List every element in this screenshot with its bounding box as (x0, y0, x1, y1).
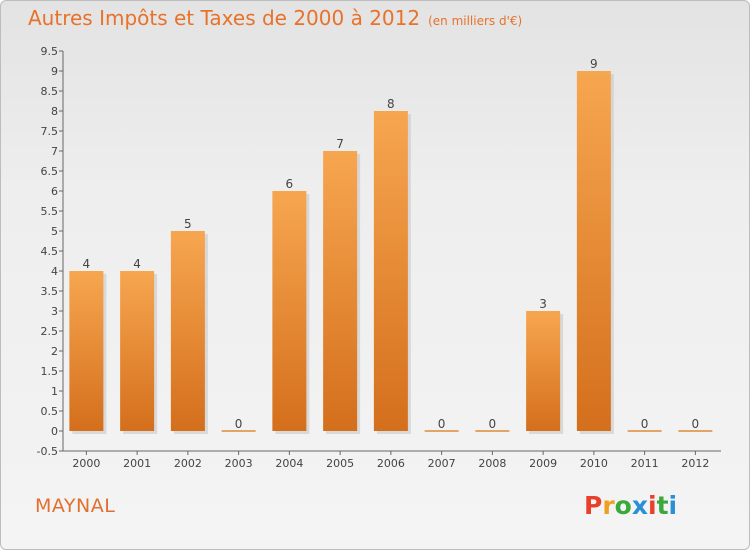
x-tick-label: 2000 (72, 457, 100, 470)
y-tick-label: 1 (51, 385, 58, 398)
y-tick-label: 0 (51, 425, 58, 438)
y-tick-label: 3.5 (41, 285, 59, 298)
y-tick-label: 2.5 (41, 325, 59, 338)
value-label: 0 (641, 417, 649, 431)
logo-letter: i (648, 491, 657, 520)
y-tick-label: 2 (51, 345, 58, 358)
value-label: 3 (539, 297, 547, 311)
proxiti-logo[interactable]: Proxiti (584, 491, 677, 520)
bar (373, 111, 408, 431)
chart-title-text: Autres Impôts et Taxes de 2000 à 2012 (28, 6, 421, 30)
value-label: 4 (133, 257, 141, 271)
value-label: 6 (286, 177, 294, 191)
value-label: 9 (590, 57, 598, 71)
x-tick-label: 2006 (377, 457, 405, 470)
y-tick-label: 8 (51, 105, 58, 118)
bar (576, 71, 611, 431)
logo-letter: i (668, 491, 678, 520)
bar (323, 151, 358, 431)
x-tick-label: 2010 (580, 457, 608, 470)
x-tick-label: 2001 (123, 457, 151, 470)
y-tick-label: 7 (51, 145, 58, 158)
y-tick-label: 4.5 (41, 245, 59, 258)
x-tick-label: 2004 (275, 457, 303, 470)
x-tick-label: 2011 (631, 457, 659, 470)
y-tick-label: -0.5 (37, 445, 58, 458)
logo-letter: P (584, 491, 603, 520)
y-tick-label: 3 (51, 305, 58, 318)
x-tick-label: 2012 (681, 457, 709, 470)
y-tick-label: 5.5 (41, 205, 59, 218)
bar (272, 191, 307, 431)
bar (120, 271, 155, 431)
bar (526, 311, 561, 431)
bar (170, 231, 205, 431)
logo-letter: r (602, 491, 615, 520)
y-tick-label: 7.5 (41, 125, 59, 138)
logo-letter: t (656, 491, 669, 520)
town-name: MAYNAL (35, 495, 116, 517)
y-tick-label: 9 (51, 65, 58, 78)
value-label: 0 (489, 417, 497, 431)
bar (69, 271, 104, 431)
value-label: 7 (336, 137, 344, 151)
y-tick-label: 6.5 (41, 165, 59, 178)
value-label: 0 (692, 417, 700, 431)
x-tick-label: 2007 (428, 457, 456, 470)
y-tick-label: 6 (51, 185, 58, 198)
value-label: 4 (83, 257, 91, 271)
logo-letter: o (614, 491, 632, 520)
value-label: 5 (184, 217, 192, 231)
x-tick-label: 2005 (326, 457, 354, 470)
y-tick-label: 0.5 (41, 405, 59, 418)
x-tick-label: 2009 (529, 457, 557, 470)
chart-subtitle: (en milliers d'€) (428, 14, 523, 28)
x-tick-label: 2002 (174, 457, 202, 470)
y-tick-label: 9.5 (41, 45, 59, 58)
y-tick-label: 4 (51, 265, 58, 278)
y-tick-label: 8.5 (41, 85, 59, 98)
value-label: 0 (235, 417, 243, 431)
y-tick-label: 5 (51, 225, 58, 238)
chart-title: Autres Impôts et Taxes de 2000 à 2012 (en… (28, 6, 522, 30)
logo-letter: x (631, 491, 648, 520)
value-label: 8 (387, 97, 395, 111)
y-tick-label: 1.5 (41, 365, 59, 378)
x-tick-label: 2003 (225, 457, 253, 470)
value-label: 0 (438, 417, 446, 431)
x-tick-label: 2008 (478, 457, 506, 470)
